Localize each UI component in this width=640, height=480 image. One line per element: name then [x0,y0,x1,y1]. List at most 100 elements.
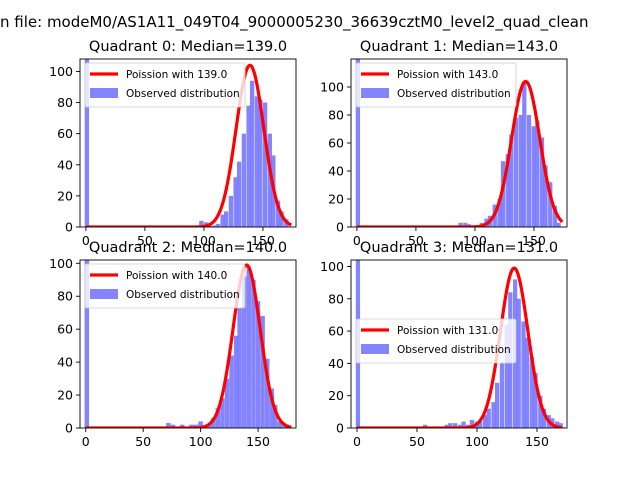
histogram-bar [84,260,90,428]
histogram-bar [516,298,521,428]
x-tick-label: 100 [465,434,489,449]
panel-title: Quadrant 3: Median=131.0 [360,240,558,256]
histogram-bar [251,279,256,428]
histogram-bar [246,266,252,428]
legend-box [84,263,246,309]
histogram-bar [224,211,229,227]
histogram-bar [228,195,234,227]
histogram-bar [267,133,272,227]
histogram-bar [233,335,239,428]
histogram-bar [236,161,242,227]
legend-hist-label: Observed distribution [126,88,240,100]
histogram-bar [254,96,259,227]
x-tick-label: 100 [192,233,216,248]
histogram-bar [525,337,530,428]
histogram-bar [275,200,281,227]
x-tick-label: 50 [137,233,153,248]
y-tick-label: 100 [49,64,73,79]
y-tick-label: 100 [49,256,73,271]
histogram-bar [423,424,428,428]
quadrant-3-panel: 0 50 100 150 0 20 40 60 80 100 Quadrant 3: Median=… [320,240,568,449]
histogram-bar [538,395,543,428]
histogram-bar [552,206,558,227]
histogram-bar [448,423,453,428]
histogram-bar [170,424,176,428]
histogram-bar [212,225,217,227]
x-tick-label: 0 [353,434,361,449]
legend-box [355,62,517,108]
legend-fit-label: Poission with 131.0 [397,325,498,337]
x-tick-label: 150 [525,434,549,449]
histogram-bar [453,423,458,428]
histogram-bar [529,356,535,428]
x-tick-label: 50 [408,233,424,248]
y-tick-label: 0 [65,220,73,235]
y-tick-label: 100 [320,259,344,274]
histogram-bar [242,276,247,428]
panel-title: Quadrant 2: Median=140.0 [89,240,287,256]
histogram-bar [531,126,536,227]
histogram-bar [548,182,553,227]
histogram-bar [179,424,185,428]
legend-fit-label: Poission with 139.0 [126,69,227,81]
axes-frame [350,259,568,429]
histogram-bar [355,59,361,227]
histogram-bar [260,316,265,428]
legend-hist-swatch [361,88,389,98]
histogram-bar [264,358,270,428]
histogram-bar [497,199,502,227]
y-tick-label: 60 [57,322,73,337]
x-tick-label: 150 [246,434,270,449]
histogram-bar [522,81,527,227]
histogram-bars [84,260,287,428]
x-tick-label: 0 [353,233,361,248]
y-tick-label: 60 [57,126,73,141]
histogram-bar [198,421,203,428]
poisson-fit-line [356,79,564,227]
histogram-bar [249,80,255,227]
panel-title: Quadrant 0: Median=139.0 [89,39,287,55]
histogram-bar [255,301,261,428]
y-tick-label: 20 [57,188,73,203]
y-tick-label: 80 [57,95,73,110]
panel-title: Quadrant 1: Median=143.0 [360,39,558,55]
x-tick-label: 0 [82,434,90,449]
axes-frame [79,259,297,429]
histogram-bar [478,421,483,428]
histogram-bar [224,378,230,428]
histogram-bar [269,388,275,428]
y-tick-label: 40 [328,356,344,371]
histogram-bars [355,59,561,227]
histogram-bar [483,415,488,428]
quadrant-0-panel: 0 50 100 150 0 20 40 60 80 100 Quadrant 0: Median=… [49,39,297,248]
histogram-bar [262,102,268,227]
figure-suptitle: n file: modeM0/AS1A11_049T04_9000005230_… [0,13,589,32]
histogram-bar [499,363,505,428]
x-tick-label: 100 [189,434,213,449]
histogram-bar [220,214,225,227]
y-tick-label: 80 [328,291,344,306]
histogram-bar [444,424,449,428]
histogram-bar [246,105,251,227]
axes-frame [79,58,297,228]
histogram-bar [535,120,540,227]
quadrant-2-panel: 0 50 100 150 0 20 40 60 80 100 Quadrant 2: Median=… [49,240,297,449]
histogram-bar [504,324,509,428]
legend-hist-label: Observed distribution [126,289,240,301]
y-tick-label: 100 [320,80,344,95]
y-tick-label: 60 [328,136,344,151]
y-tick-label: 0 [336,220,344,235]
histogram-bar [518,115,523,227]
y-tick-label: 20 [328,388,344,403]
x-tick-label: 150 [251,233,275,248]
y-tick-label: 80 [57,289,73,304]
legend-hist-label: Observed distribution [397,344,511,356]
panels: 0 50 100 150 0 20 40 60 80 100 Quadrant 0: Median=… [49,39,568,449]
histogram-bar [469,419,475,428]
y-tick-label: 40 [328,164,344,179]
legend-box [355,318,517,364]
histogram-bar [461,421,466,428]
y-tick-label: 20 [328,192,344,207]
legend-fit-label: Poission with 140.0 [126,270,227,282]
